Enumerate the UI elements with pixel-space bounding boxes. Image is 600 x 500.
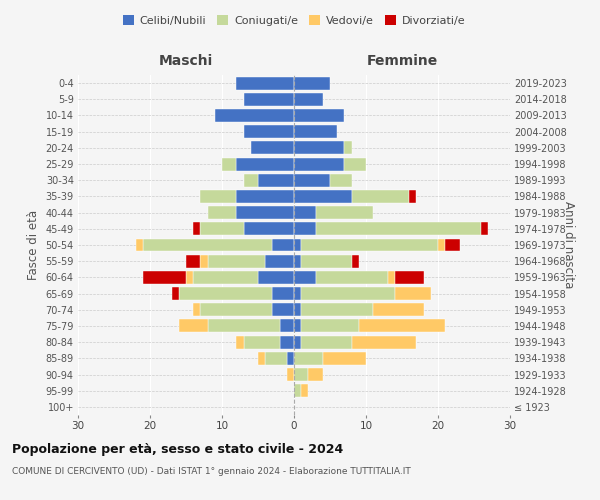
Bar — [193, 222, 200, 235]
Bar — [352, 190, 409, 203]
Bar — [272, 304, 294, 316]
Bar — [301, 336, 352, 348]
Bar — [294, 287, 301, 300]
Bar — [308, 368, 323, 381]
Bar — [265, 254, 294, 268]
Bar — [136, 238, 143, 252]
Bar — [287, 368, 294, 381]
Bar — [301, 254, 352, 268]
Bar — [301, 320, 359, 332]
Bar — [294, 222, 316, 235]
Bar — [301, 304, 373, 316]
Bar — [294, 238, 301, 252]
Bar — [272, 238, 294, 252]
Bar — [258, 352, 265, 365]
Bar — [208, 320, 280, 332]
Bar — [352, 254, 359, 268]
Bar — [395, 271, 424, 284]
Bar — [316, 222, 481, 235]
Bar — [294, 109, 344, 122]
Bar — [208, 254, 265, 268]
Bar — [200, 254, 208, 268]
Bar — [294, 368, 308, 381]
Bar — [244, 93, 294, 106]
Bar — [294, 206, 316, 219]
Text: Maschi: Maschi — [159, 54, 213, 68]
Bar — [316, 271, 388, 284]
Bar — [395, 287, 431, 300]
Bar — [208, 206, 236, 219]
Bar — [236, 158, 294, 170]
Bar — [287, 352, 294, 365]
Bar — [294, 125, 337, 138]
Bar — [272, 287, 294, 300]
Bar — [280, 320, 294, 332]
Bar — [301, 287, 395, 300]
Bar — [294, 174, 330, 186]
Bar — [409, 190, 416, 203]
Bar — [316, 206, 373, 219]
Bar — [344, 158, 366, 170]
Bar — [359, 320, 445, 332]
Bar — [352, 336, 416, 348]
Text: COMUNE DI CERCIVENTO (UD) - Dati ISTAT 1° gennaio 2024 - Elaborazione TUTTITALIA: COMUNE DI CERCIVENTO (UD) - Dati ISTAT 1… — [12, 468, 411, 476]
Bar — [373, 304, 424, 316]
Y-axis label: Anni di nascita: Anni di nascita — [562, 202, 575, 288]
Bar — [323, 352, 366, 365]
Bar — [344, 142, 352, 154]
Bar — [200, 222, 244, 235]
Bar — [294, 142, 344, 154]
Bar — [330, 174, 352, 186]
Y-axis label: Fasce di età: Fasce di età — [27, 210, 40, 280]
Bar — [294, 384, 301, 397]
Legend: Celibi/Nubili, Coniugati/e, Vedovi/e, Divorziati/e: Celibi/Nubili, Coniugati/e, Vedovi/e, Di… — [118, 10, 470, 30]
Bar — [193, 271, 258, 284]
Bar — [294, 254, 301, 268]
Bar — [251, 142, 294, 154]
Bar — [193, 304, 200, 316]
Bar — [294, 271, 316, 284]
Bar — [294, 158, 344, 170]
Bar — [294, 320, 301, 332]
Bar — [172, 287, 179, 300]
Bar — [215, 109, 294, 122]
Bar — [481, 222, 488, 235]
Bar — [200, 190, 236, 203]
Bar — [265, 352, 287, 365]
Bar — [186, 271, 193, 284]
Bar — [244, 222, 294, 235]
Bar — [236, 336, 244, 348]
Bar — [236, 206, 294, 219]
Bar — [200, 304, 272, 316]
Bar — [294, 190, 352, 203]
Bar — [244, 125, 294, 138]
Bar — [258, 174, 294, 186]
Bar — [294, 352, 323, 365]
Bar — [294, 76, 330, 90]
Bar — [301, 384, 308, 397]
Bar — [280, 336, 294, 348]
Bar — [294, 93, 323, 106]
Bar — [143, 238, 272, 252]
Bar — [244, 336, 280, 348]
Bar — [445, 238, 460, 252]
Text: Popolazione per età, sesso e stato civile - 2024: Popolazione per età, sesso e stato civil… — [12, 442, 343, 456]
Bar — [236, 76, 294, 90]
Bar — [179, 320, 208, 332]
Bar — [301, 238, 438, 252]
Bar — [186, 254, 200, 268]
Bar — [294, 336, 301, 348]
Bar — [222, 158, 236, 170]
Bar — [179, 287, 272, 300]
Bar — [258, 271, 294, 284]
Bar — [294, 304, 301, 316]
Bar — [244, 174, 258, 186]
Bar — [388, 271, 395, 284]
Bar — [143, 271, 186, 284]
Bar — [438, 238, 445, 252]
Text: Femmine: Femmine — [367, 54, 437, 68]
Bar — [236, 190, 294, 203]
